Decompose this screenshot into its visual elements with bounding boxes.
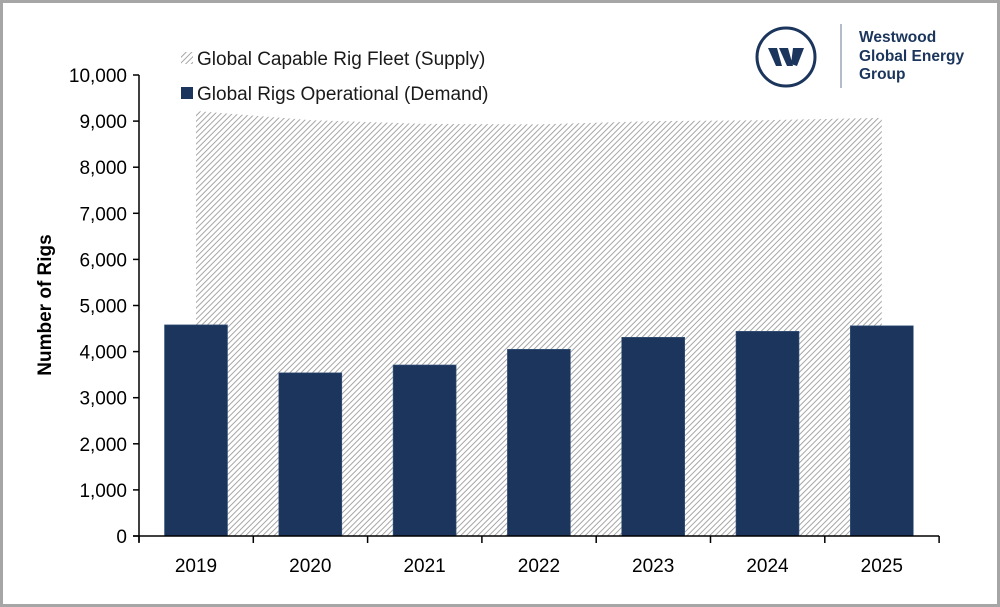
y-tick-label: 7,000 [79,204,127,225]
x-axis-ticks: 2019 2020 2021 2022 2023 2024 2025 [138,536,940,577]
logo-circle-icon [755,26,817,88]
x-tick-label: 2022 [518,556,560,577]
x-tick-label: 2024 [746,556,789,577]
legend: Global Capable Rig Fleet (Supply) Global… [181,49,488,105]
y-tick-label: 9,000 [79,112,127,133]
y-tick-label: 1,000 [79,481,127,502]
y-axis-title: Number of Rigs [35,234,56,375]
logo-line-1: Westwood [859,29,936,46]
legend-label-supply: Global Capable Rig Fleet (Supply) [197,49,485,70]
logo-line-3: Group [859,66,906,83]
x-tick-label: 2020 [289,556,331,577]
y-tick-label: 5,000 [79,297,127,318]
supply-area-layer [196,110,882,536]
x-tick-label: 2021 [403,556,445,577]
logo-w-icon [768,48,804,66]
demand-bar-2019 [164,324,228,537]
demand-bar-2023 [621,337,686,537]
y-axis-ticks: 0 1,000 2,000 3,000 4,000 5,000 6,000 7,000 8,00… [69,66,139,548]
demand-bar-2025 [849,325,914,537]
logo-line-2: Global Energy [859,48,964,65]
x-tick-label: 2023 [632,556,674,577]
demand-bar-2022 [507,348,571,537]
demand-bar-2020 [278,372,343,537]
y-tick-label: 4,000 [79,343,127,364]
westwood-logo: Westwood Global Energy Group [755,24,964,88]
legend-swatch-demand [181,87,193,99]
legend-label-demand: Global Rigs Operational (Demand) [197,84,488,105]
y-tick-label: 8,000 [79,158,127,179]
x-tick-label: 2025 [861,556,903,577]
y-tick-label: 0 [116,527,127,548]
x-tick-label: 2019 [175,556,217,577]
axes [133,75,940,542]
demand-bar-2021 [392,364,457,537]
demand-bar-2024 [735,331,800,537]
supply-area [196,110,882,536]
demand-bars-layer [164,324,914,537]
y-tick-label: 6,000 [79,250,127,271]
y-tick-label: 3,000 [79,389,127,410]
y-tick-label: 2,000 [79,435,127,456]
y-tick-label: 10,000 [69,66,127,87]
legend-swatch-supply [181,52,193,64]
